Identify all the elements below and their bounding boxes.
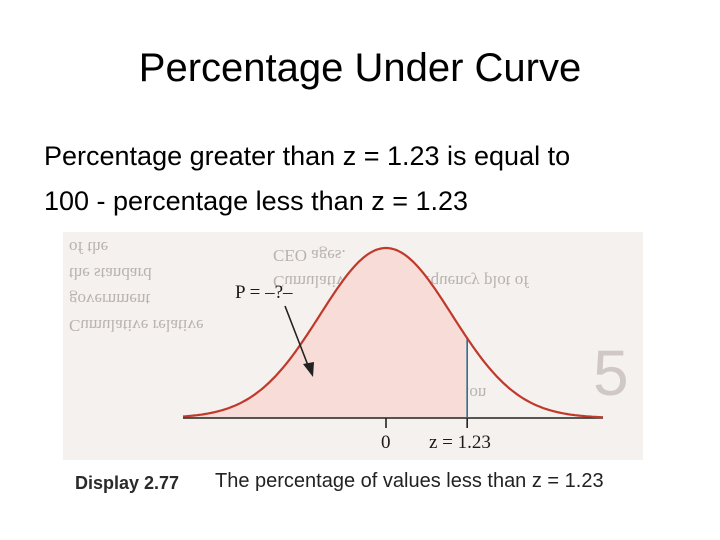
p-label: P = –?– [235, 282, 293, 303]
pointer-arrow [284, 305, 314, 377]
body-line-1: Percentage greater than z = 1.23 is equa… [44, 141, 571, 171]
slide-title: Percentage Under Curve [138, 46, 582, 90]
curve-svg [182, 246, 603, 428]
zero-label: 0 [381, 432, 391, 453]
body-text: Percentage greater than z = 1.23 is equa… [44, 134, 704, 224]
caption-label: Display 2.77 [75, 473, 180, 493]
normal-curve [182, 246, 603, 419]
shaded-area [183, 248, 468, 418]
z-value-label: z = 1.23 [429, 432, 491, 453]
body-line-2: 100 - percentage less than z = 1.23 [44, 186, 469, 216]
caption-band [63, 460, 643, 502]
normal-curve-figure: Cumulative relative government the standar… [63, 232, 643, 502]
caption-text: The percentage of values less than z = 1… [215, 470, 604, 492]
